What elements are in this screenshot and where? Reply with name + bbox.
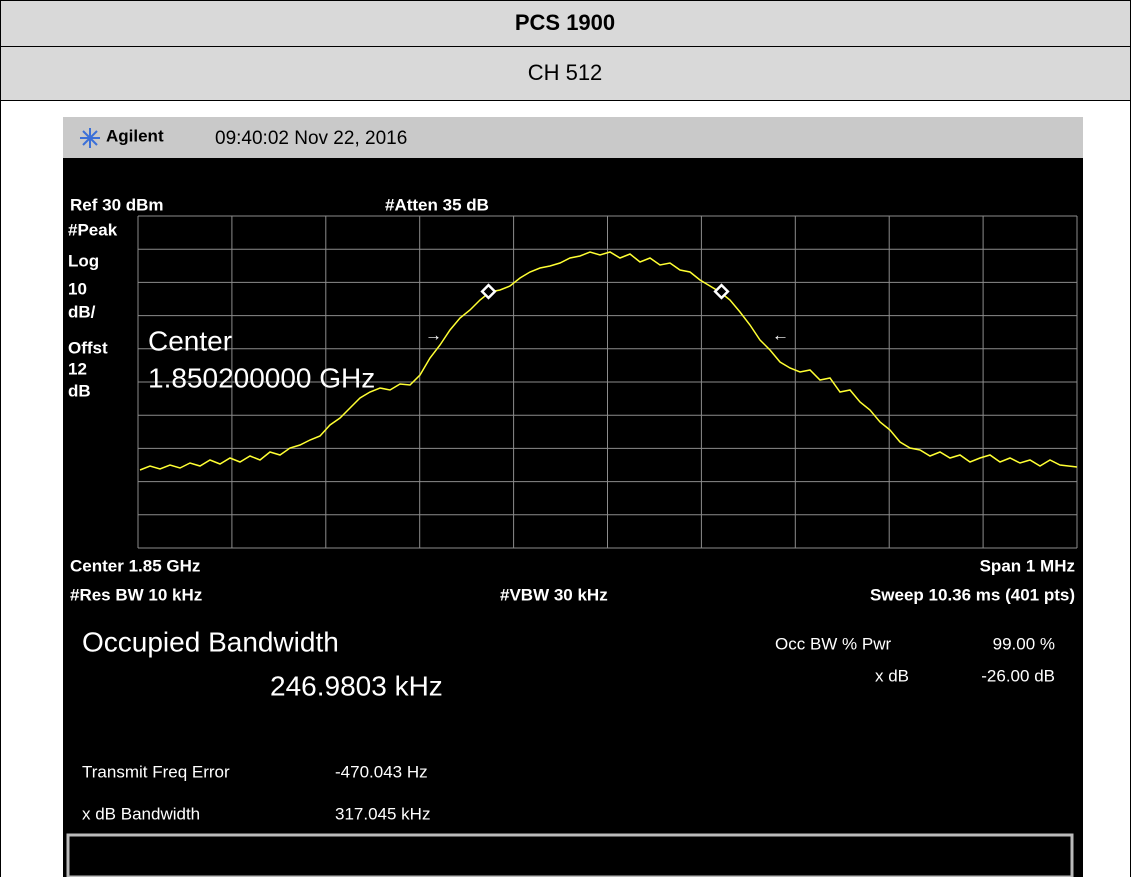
side-label: dB/ [68,302,96,321]
side-label: Log [68,251,99,270]
vbw: #VBW 30 kHz [500,585,608,604]
side-label: 10 [68,279,87,298]
brand: Agilent [106,126,164,145]
xdb-value: -26.00 dB [981,666,1055,685]
marker [713,283,730,300]
center-freq: 1.850200000 GHz [148,362,375,393]
side-label: 12 [68,359,87,378]
timestamp: 09:40:02 Nov 22, 2016 [215,128,407,149]
ref-level: Ref 30 dBm [70,195,164,214]
center-label: Center [148,325,232,356]
channel-row [0,46,1131,101]
span: Span 1 MHz [980,556,1075,575]
trace [139,251,1078,471]
title-row [0,0,1131,47]
occ-value: 246.9803 kHz [270,670,443,701]
xdb-bw-label: x dB Bandwidth [82,804,200,823]
screen [63,158,1083,877]
freq-err-value: -470.043 Hz [335,762,428,781]
occ-title: Occupied Bandwidth [82,626,339,657]
side-label: dB [68,381,91,400]
attenuation: #Atten 35 dB [385,195,489,214]
status-bar [66,833,1074,879]
center: Center 1.85 GHz [70,556,200,575]
side-label: #Peak [68,220,118,239]
arrow: ← [772,325,789,344]
occ-pwr-value: 99.00 % [993,634,1055,653]
arrow: → [425,325,442,344]
screen-top-bar [63,117,1083,158]
res-bw: #Res BW 10 kHz [70,585,202,604]
xdb-label: x dB [875,666,909,685]
logo [80,128,100,148]
side-label: Offst [68,338,108,357]
graticule [137,215,1078,549]
xdb-bw-value: 317.045 kHz [335,804,430,823]
freq-err-label: Transmit Freq Error [82,762,230,781]
sweep: Sweep 10.36 ms (401 pts) [870,585,1075,604]
channel: CH 512 [528,60,603,85]
occ-pwr-label: Occ BW % Pwr [775,634,892,653]
marker [480,283,497,300]
title: PCS 1900 [515,10,615,35]
side-labels: #Peak Log 10 dB/Offst 12 dB [68,220,118,400]
